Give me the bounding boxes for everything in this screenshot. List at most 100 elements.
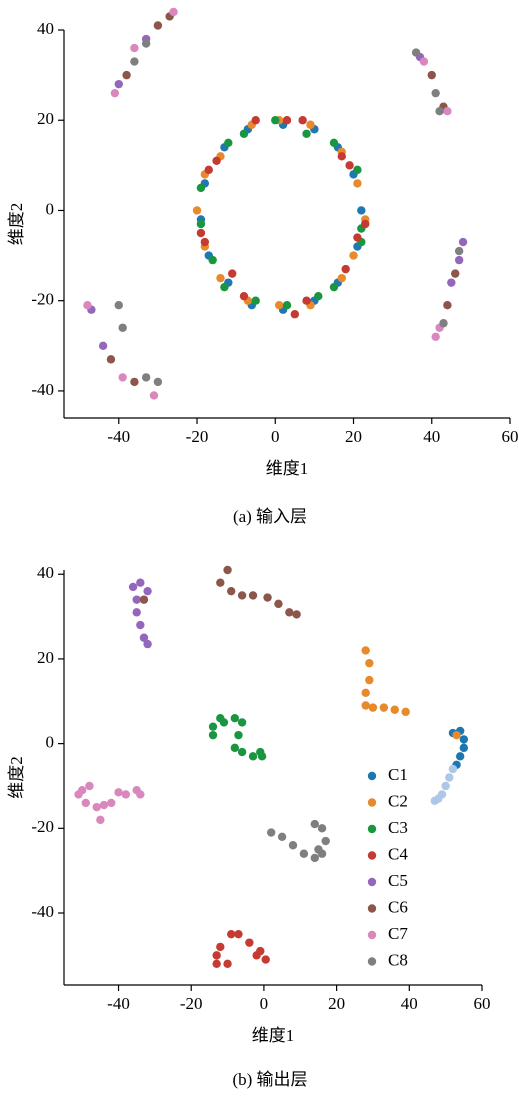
point: [121, 790, 130, 799]
y-tick-label: -20: [31, 290, 54, 309]
point: [118, 373, 127, 382]
point: [431, 88, 440, 98]
point: [302, 296, 311, 305]
point: [345, 161, 354, 170]
point: [365, 658, 374, 668]
point: [196, 183, 206, 193]
point: [261, 955, 270, 964]
point: [136, 578, 145, 587]
point: [227, 929, 236, 939]
legend-label: C6: [388, 897, 408, 916]
legend-marker: [367, 798, 377, 807]
point: [81, 798, 91, 808]
point: [132, 595, 141, 604]
point: [220, 282, 229, 292]
x-tick-label: 60: [474, 994, 491, 1013]
legend-label: C4: [388, 844, 408, 863]
point: [216, 578, 225, 587]
y-tick-label: -40: [31, 902, 54, 921]
point: [245, 938, 254, 947]
point: [114, 788, 123, 797]
point: [237, 718, 247, 727]
legend-marker: [367, 771, 377, 781]
point: [83, 301, 92, 310]
point: [271, 116, 280, 125]
point: [445, 773, 454, 782]
point: [230, 714, 240, 723]
point: [128, 582, 138, 592]
point: [212, 959, 221, 969]
point: [98, 341, 108, 351]
point: [292, 610, 301, 619]
legend-marker: [367, 930, 377, 940]
point: [85, 781, 94, 791]
point: [136, 790, 145, 799]
x-tick-label: 60: [502, 427, 519, 446]
point: [208, 730, 218, 740]
point: [239, 291, 249, 301]
point: [306, 120, 315, 129]
point: [282, 116, 292, 125]
point: [458, 237, 468, 247]
point: [290, 310, 300, 319]
x-axis-label: 维度1: [252, 1026, 295, 1045]
point: [130, 43, 139, 53]
point: [196, 228, 206, 238]
x-tick-label: 0: [271, 427, 280, 446]
point: [212, 156, 221, 166]
point: [379, 703, 389, 712]
point: [314, 845, 323, 854]
point: [274, 301, 284, 310]
point: [282, 301, 292, 310]
point: [310, 819, 319, 829]
x-axis-label: 维度1: [266, 459, 309, 478]
point: [74, 790, 83, 799]
point: [401, 707, 410, 717]
point: [110, 88, 120, 98]
point: [130, 57, 139, 66]
legend-marker: [367, 851, 377, 860]
x-tick-label: 40: [423, 427, 440, 446]
point: [136, 620, 145, 630]
point: [443, 107, 452, 116]
x-tick-label: -40: [107, 427, 130, 446]
point: [237, 591, 247, 600]
point: [427, 70, 436, 80]
point: [192, 206, 202, 215]
legend-label: C3: [388, 818, 408, 837]
point: [435, 107, 444, 116]
point: [443, 301, 452, 310]
point: [353, 233, 362, 242]
point: [216, 942, 225, 952]
point: [252, 951, 261, 960]
point: [329, 282, 339, 292]
point: [141, 373, 151, 382]
point: [310, 853, 319, 863]
point: [153, 377, 163, 387]
point: [132, 608, 141, 617]
point: [439, 319, 448, 328]
point: [361, 688, 370, 698]
legend-marker: [367, 824, 377, 834]
point: [361, 219, 370, 229]
y-tick-label: 0: [46, 199, 55, 218]
point: [277, 832, 287, 841]
point: [361, 646, 370, 655]
point: [139, 633, 149, 642]
point: [169, 7, 178, 17]
point: [230, 743, 240, 753]
point: [452, 730, 461, 740]
point: [99, 800, 109, 810]
point: [454, 255, 464, 265]
point: [455, 752, 465, 761]
point: [447, 278, 456, 287]
point: [302, 129, 311, 138]
point: [223, 959, 232, 969]
point: [227, 586, 236, 596]
y-tick-label: -40: [31, 380, 54, 399]
legend-label: C2: [388, 791, 408, 810]
point: [248, 591, 258, 600]
legend-label: C5: [388, 871, 408, 890]
point: [368, 703, 378, 712]
